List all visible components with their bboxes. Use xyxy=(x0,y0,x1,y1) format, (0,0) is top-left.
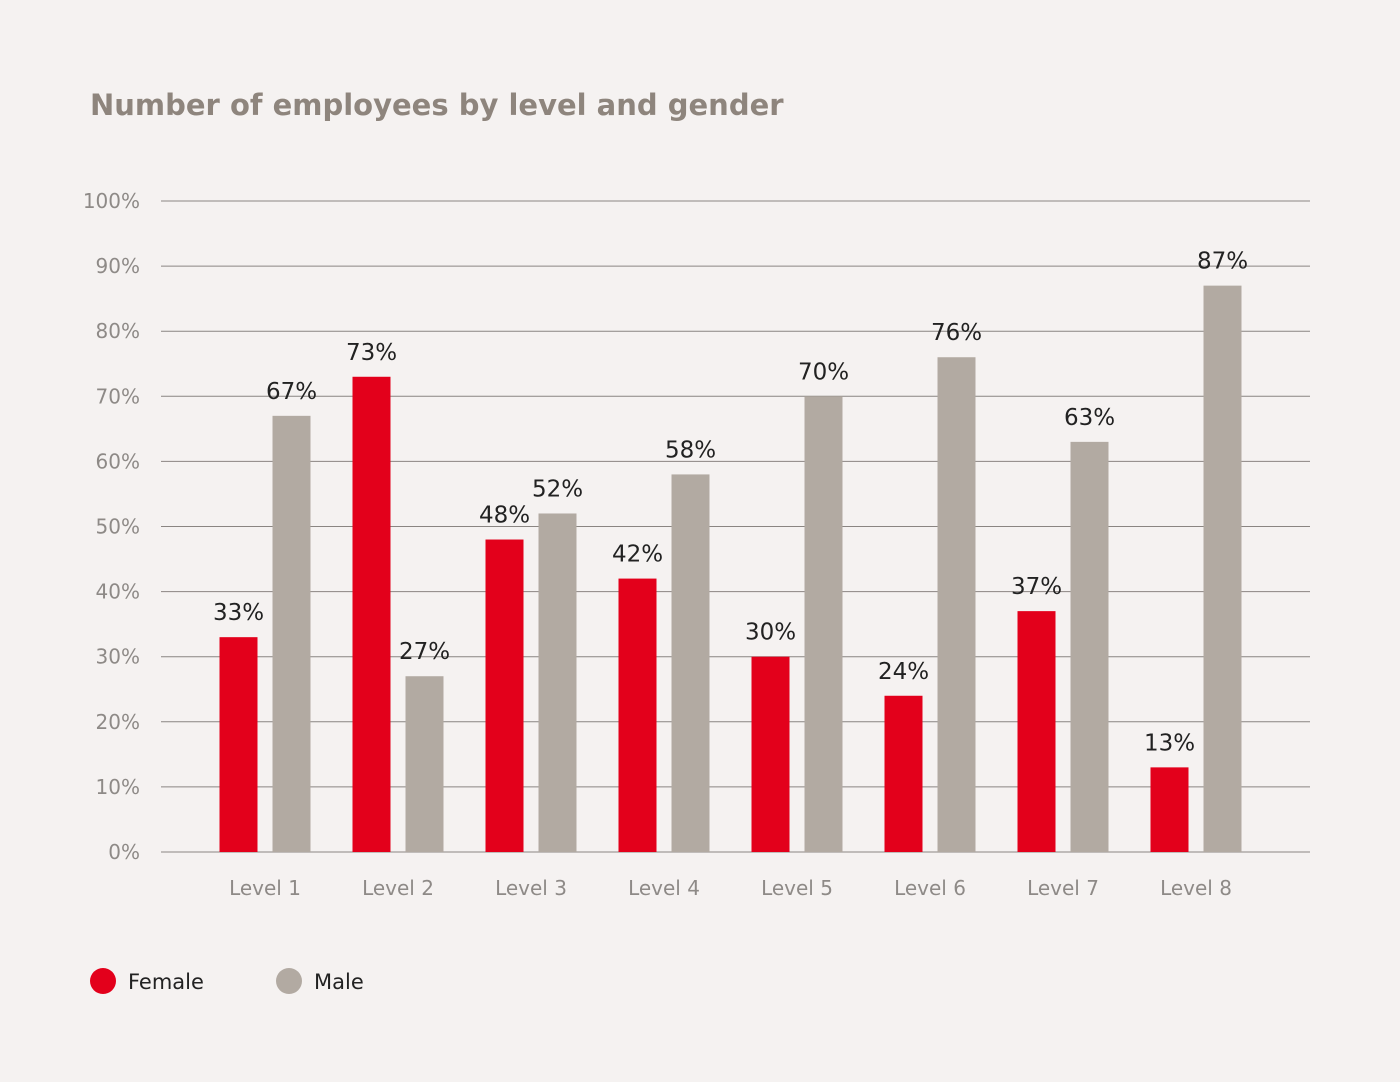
y-tick-label: 40% xyxy=(96,580,140,604)
x-tick-label: Level 1 xyxy=(229,876,301,900)
bar-male xyxy=(937,357,976,852)
y-tick-label: 0% xyxy=(108,840,140,864)
bar-female xyxy=(352,376,391,852)
legend-swatch-female xyxy=(90,968,116,994)
x-tick-label: Level 7 xyxy=(1027,876,1099,900)
y-tick-label: 30% xyxy=(96,645,140,669)
bar-female xyxy=(1150,767,1189,852)
bar-female xyxy=(884,695,923,852)
bar-female xyxy=(618,578,657,852)
bar-male xyxy=(1070,441,1109,852)
x-tick-label: Level 6 xyxy=(894,876,966,900)
bar-female xyxy=(751,656,790,852)
data-label: 87% xyxy=(1197,249,1248,275)
data-label: 24% xyxy=(878,659,929,685)
x-tick-label: Level 3 xyxy=(495,876,567,900)
bar-female xyxy=(219,637,258,852)
y-tick-label: 100% xyxy=(83,189,140,213)
y-tick-label: 50% xyxy=(96,515,140,539)
y-tick-label: 60% xyxy=(96,449,140,473)
data-label: 48% xyxy=(479,503,530,529)
bar-female xyxy=(485,539,524,852)
bar-male xyxy=(671,474,710,852)
y-tick-label: 20% xyxy=(96,710,140,734)
chart-title: Number of employees by level and gender xyxy=(90,88,784,122)
x-tick-label: Level 8 xyxy=(1160,876,1232,900)
data-label: 33% xyxy=(213,600,264,626)
data-label: 27% xyxy=(399,639,450,665)
bar-male xyxy=(405,676,444,852)
legend-label: Male xyxy=(314,970,364,994)
data-label: 70% xyxy=(798,359,849,385)
data-label: 52% xyxy=(532,476,583,502)
bar-male xyxy=(272,415,311,852)
data-label: 42% xyxy=(612,542,663,568)
data-label: 58% xyxy=(665,437,716,463)
y-tick-label: 10% xyxy=(96,775,140,799)
data-label: 37% xyxy=(1011,574,1062,600)
bar-male xyxy=(1203,285,1242,852)
y-tick-label: 70% xyxy=(96,384,140,408)
bar-male xyxy=(804,396,843,852)
bar-female xyxy=(1017,611,1056,852)
x-tick-label: Level 4 xyxy=(628,876,700,900)
x-tick-label: Level 5 xyxy=(761,876,833,900)
data-label: 73% xyxy=(346,340,397,366)
data-label: 30% xyxy=(745,620,796,646)
data-label: 67% xyxy=(266,379,317,405)
x-tick-label: Level 2 xyxy=(362,876,434,900)
y-tick-label: 90% xyxy=(96,254,140,278)
legend-swatch-male xyxy=(276,968,302,994)
legend-label: Female xyxy=(128,970,204,994)
data-label: 76% xyxy=(931,320,982,346)
data-label: 63% xyxy=(1064,405,1115,431)
data-label: 13% xyxy=(1144,730,1195,756)
bar-male xyxy=(538,513,577,852)
y-tick-label: 80% xyxy=(96,319,140,343)
